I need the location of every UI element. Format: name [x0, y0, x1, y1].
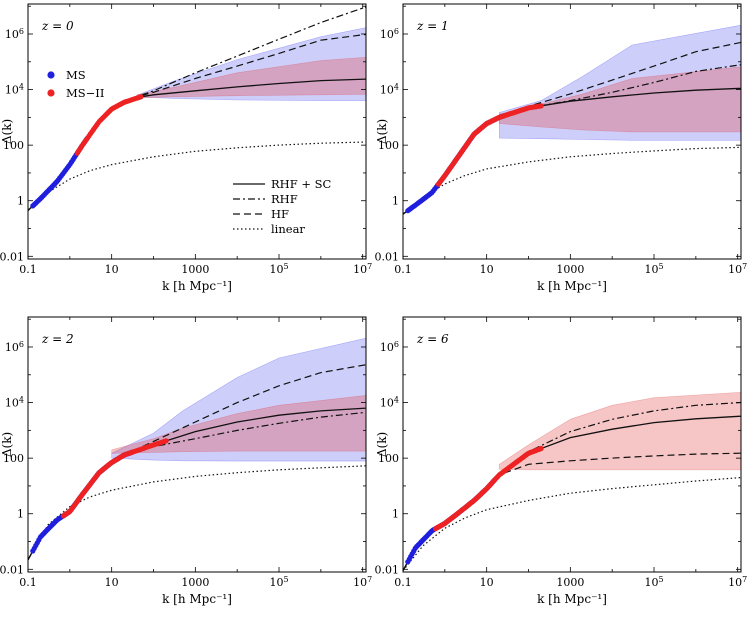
y-axis-label: Δ(k): [375, 432, 389, 457]
uncertainty-band: [111, 395, 366, 454]
data-point: [538, 103, 544, 109]
y-tick-label: 106: [5, 27, 24, 41]
legend-label: MS: [66, 68, 86, 82]
series-line: [403, 476, 741, 571]
axes-frame: [27, 3, 367, 260]
legend-label: HF: [271, 207, 289, 221]
y-tick-label: 104: [5, 396, 24, 410]
y-tick-label: 100: [378, 139, 399, 152]
x-tick-label: 107: [353, 575, 372, 589]
x-tick-label: 0.1: [394, 576, 412, 589]
y-tick-label: 100: [3, 139, 24, 152]
y-tick-label: 1: [392, 508, 399, 521]
y-tick-label: 1: [17, 508, 24, 521]
x-axis-label: k [h Mpc⁻¹]: [537, 592, 607, 606]
legend-marker: [47, 71, 55, 79]
y-tick-label: 106: [380, 27, 399, 41]
x-axis-label: k [h Mpc⁻¹]: [162, 592, 232, 606]
legend-label: RHF: [271, 192, 298, 206]
panel-2: 0.1 10 1000 105 107 0.01 1 100 104 106 k [h Mpc⁻¹]…: [375, 3, 747, 293]
panel-3: 0.1 10 1000 105 107 0.01 1 100 104 106 k [h Mpc⁻¹]…: [0, 316, 372, 606]
axes-frame: [27, 316, 367, 573]
uncertainty-band: [111, 337, 366, 462]
x-tick-label: 10: [105, 263, 119, 276]
panel-label: z = 1: [416, 19, 449, 33]
y-axis-label: Δ(k): [0, 432, 14, 457]
data-point: [538, 445, 544, 452]
legend-label: MS−II: [66, 86, 104, 100]
y-tick-label: 104: [380, 83, 399, 97]
y-tick-label: 0.01: [0, 563, 24, 576]
y-tick-label: 106: [380, 340, 399, 354]
x-tick-label: 10: [480, 576, 494, 589]
data-point: [138, 94, 144, 100]
plot-area: [28, 337, 366, 561]
series-line: [28, 6, 366, 211]
y-tick-label: 100: [3, 452, 24, 465]
x-tick-label: 1000: [181, 263, 209, 276]
x-tick-label: 105: [644, 262, 663, 276]
y-tick-label: 106: [5, 340, 24, 354]
y-tick-label: 104: [380, 396, 399, 410]
data-point: [163, 438, 169, 444]
y-axis-label: Δ(k): [0, 119, 14, 144]
series-line: [403, 401, 741, 571]
plot-area: [403, 24, 741, 215]
x-tick-label: 1000: [556, 263, 584, 276]
x-tick-label: 1000: [556, 576, 584, 589]
axes-frame: [402, 3, 742, 260]
legend-label: RHF + SC: [271, 177, 331, 191]
uncertainty-band: [499, 24, 741, 141]
series-line: [403, 146, 741, 215]
y-tick-label: 104: [5, 83, 24, 97]
y-tick-label: 1: [392, 195, 399, 208]
x-tick-label: 0.1: [19, 576, 37, 589]
plot-area: [28, 6, 366, 211]
plot-area: [403, 391, 741, 571]
x-tick-label: 1000: [181, 576, 209, 589]
panel-4: 0.1 10 1000 105 107 0.01 1 100 104 106 k [h Mpc⁻¹]…: [375, 316, 747, 606]
x-tick-label: 107: [353, 262, 372, 276]
x-tick-label: 105: [269, 575, 288, 589]
series-line: [403, 452, 741, 571]
x-axis-label: k [h Mpc⁻¹]: [162, 279, 232, 293]
panel-label: z = 2: [41, 332, 74, 346]
y-axis-label: Δ(k): [375, 119, 389, 144]
panel-label: z = 0: [41, 19, 74, 33]
uncertainty-band: [136, 27, 366, 101]
x-tick-label: 10: [105, 576, 119, 589]
legend-marker: [47, 89, 55, 97]
x-axis-label: k [h Mpc⁻¹]: [537, 279, 607, 293]
x-tick-label: 0.1: [19, 263, 37, 276]
x-tick-label: 10: [480, 263, 494, 276]
y-tick-label: 0.01: [375, 563, 400, 576]
x-tick-label: 107: [728, 575, 747, 589]
x-tick-label: 107: [728, 262, 747, 276]
uncertainty-band: [499, 391, 741, 471]
legend-label: linear: [271, 222, 305, 236]
panel-1: 0.1 10 1000 105 107 0.01 1 100 104 106 k [h Mpc⁻¹]…: [0, 3, 372, 293]
uncertainty-band: [499, 66, 741, 133]
x-tick-label: 105: [644, 575, 663, 589]
axes-frame: [402, 316, 742, 573]
uncertainty-band: [136, 56, 366, 99]
x-tick-label: 0.1: [394, 263, 412, 276]
series-line: [28, 141, 366, 211]
series-line: [28, 465, 366, 561]
y-tick-label: 1: [17, 195, 24, 208]
y-tick-label: 0.01: [375, 250, 400, 263]
panel-label: z = 6: [416, 332, 449, 346]
y-tick-label: 100: [378, 452, 399, 465]
y-tick-label: 0.01: [0, 250, 24, 263]
x-tick-label: 105: [269, 262, 288, 276]
